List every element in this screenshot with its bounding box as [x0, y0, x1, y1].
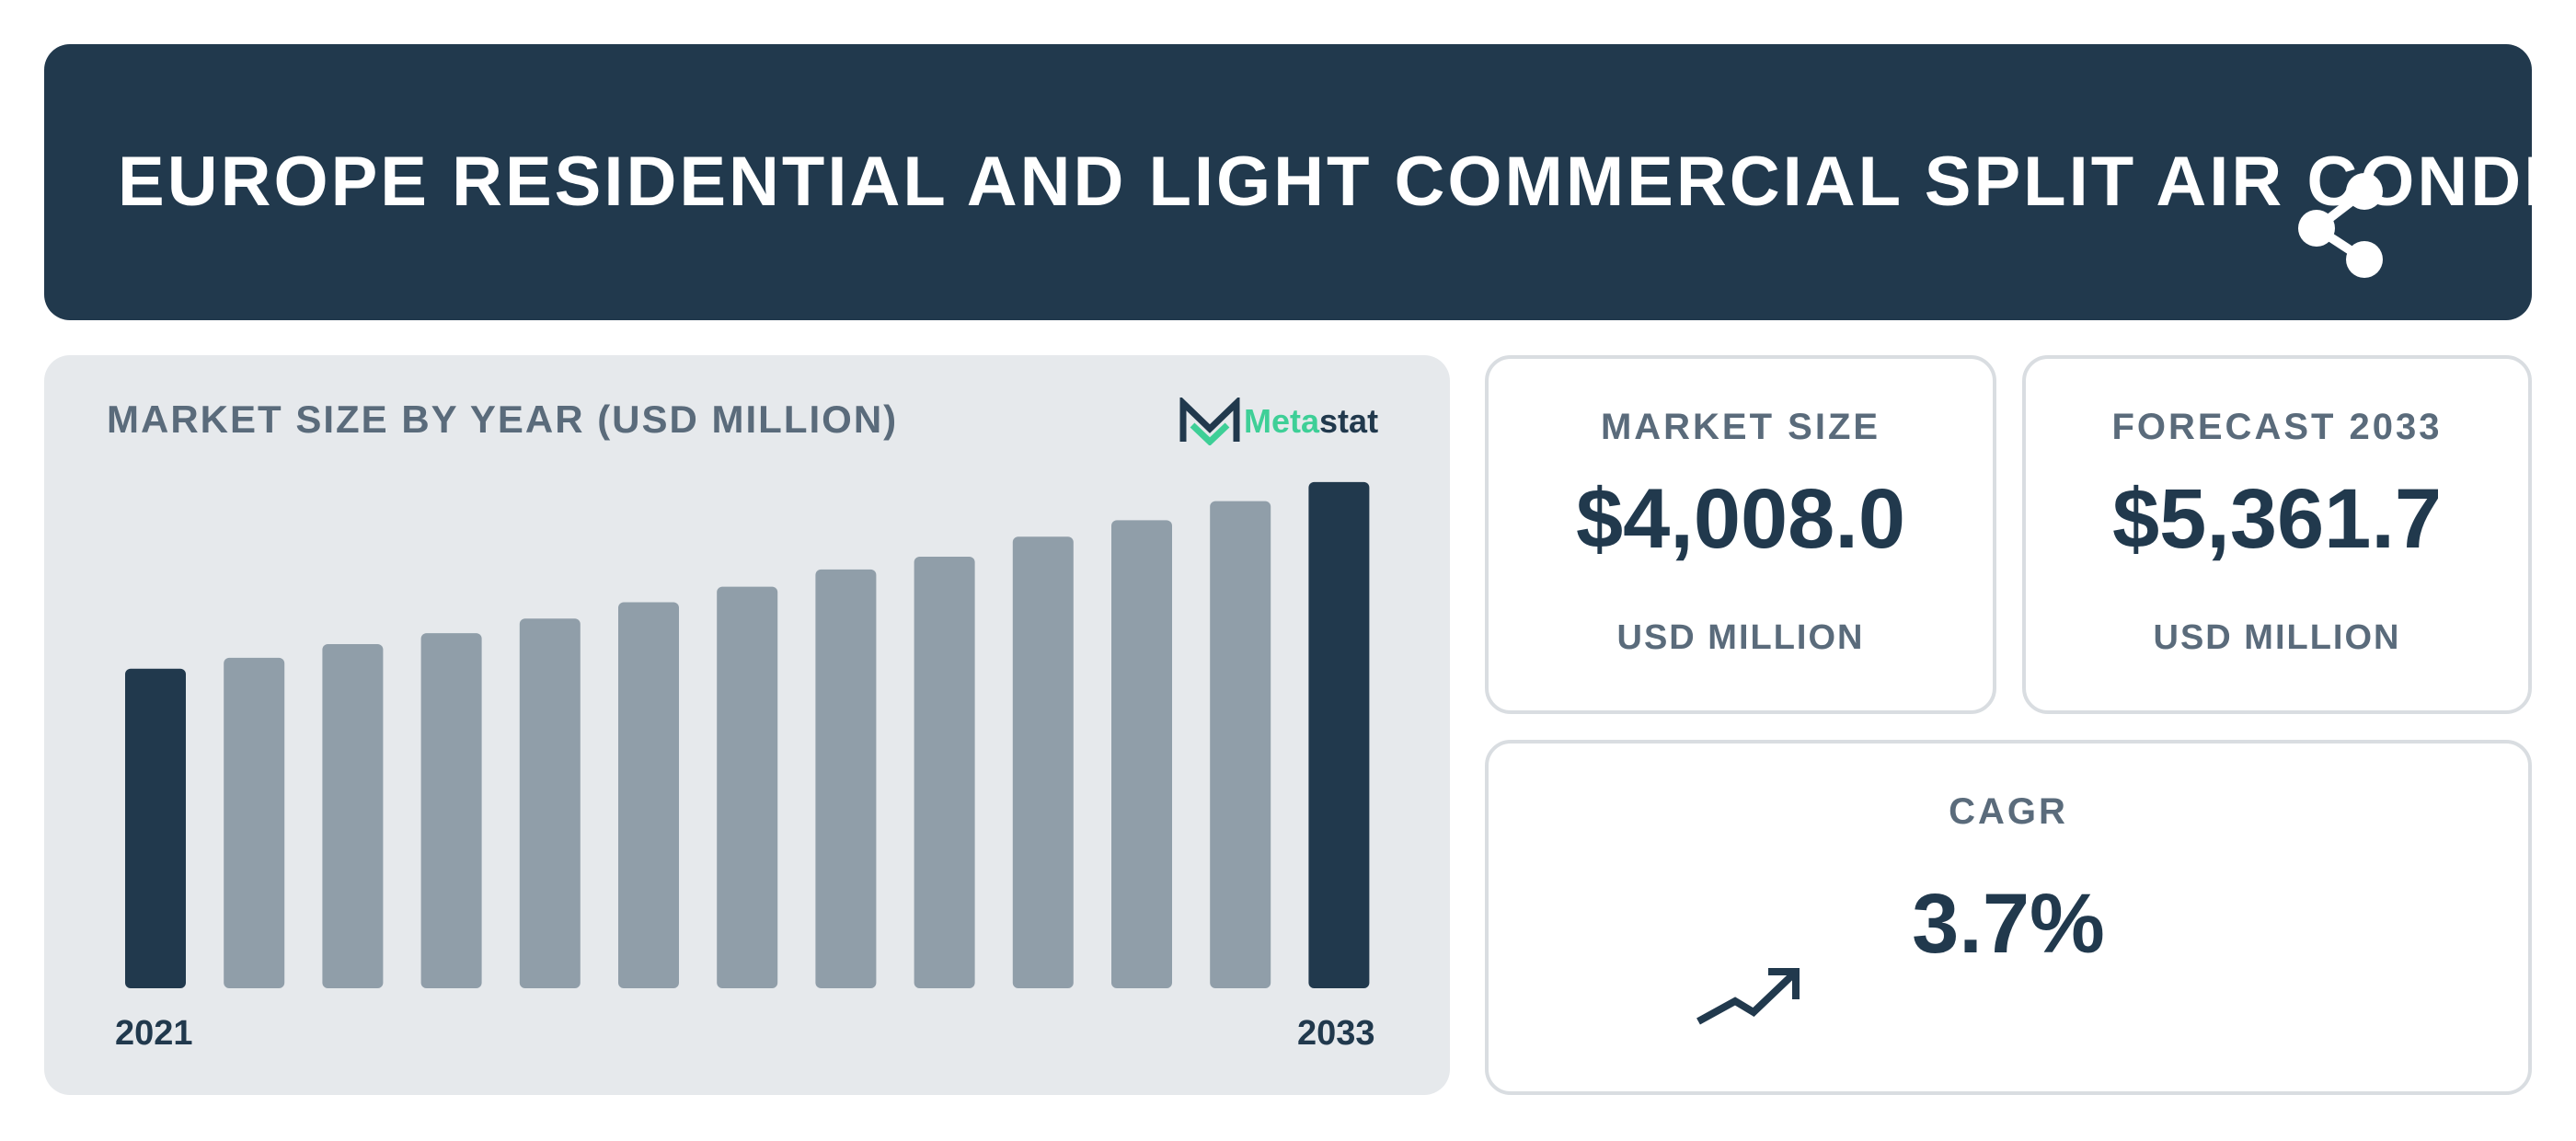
market-size-chart-card: MARKET SIZE BY YEAR (USD MILLION) Metast…: [44, 355, 1450, 1095]
bar-2023: [322, 643, 384, 988]
last-year-label: 2033: [1297, 1014, 1375, 1053]
forecast-label: FORECAST 2033: [2111, 407, 2443, 447]
logo-text: Metastat: [1244, 402, 1378, 441]
forecast-value: $5,361.7: [2111, 472, 2443, 566]
bar-2031: [1111, 520, 1172, 988]
logo-text-stat: stat: [1319, 402, 1379, 440]
logo-text-meta: Meta: [1244, 402, 1320, 440]
bar-2021: [125, 668, 186, 988]
cagr-card: CAGR 3.7%: [1485, 740, 2532, 1095]
bar-2032: [1210, 501, 1271, 988]
bar-2022: [224, 657, 285, 988]
bar-2028: [815, 569, 877, 988]
forecast-card: FORECAST 2033 $5,361.7 USD MILLION: [2022, 355, 2532, 714]
header-banner: EUROPE RESIDENTIAL AND LIGHT COMMERCIAL …: [44, 44, 2532, 320]
trend-up-icon: [1696, 968, 1800, 1025]
cagr-label: CAGR: [1949, 791, 2068, 832]
market-size-card: MARKET SIZE $4,008.0 USD MILLION: [1485, 355, 1996, 714]
share-icon[interactable]: [2294, 164, 2383, 283]
bar-2033: [1308, 481, 1370, 988]
bar-2030: [1012, 536, 1074, 988]
first-year-label: 2021: [115, 1014, 193, 1053]
metastat-logo-icon: [1179, 398, 1240, 445]
page-title: EUROPE RESIDENTIAL AND LIGHT COMMERCIAL …: [118, 143, 2532, 221]
bar-chart: [125, 481, 1370, 988]
bar-2029: [914, 556, 975, 988]
bar-2027: [717, 586, 778, 988]
chart-title: MARKET SIZE BY YEAR (USD MILLION): [107, 398, 899, 441]
metastat-logo: Metastat: [1178, 394, 1378, 449]
bar-2025: [519, 618, 581, 988]
bar-2024: [420, 633, 482, 988]
market-size-label: MARKET SIZE: [1600, 407, 1881, 447]
market-size-value: $4,008.0: [1575, 472, 1906, 566]
cagr-value: 3.7%: [1912, 877, 2105, 971]
bar-2026: [618, 602, 679, 988]
market-size-unit: USD MILLION: [1616, 618, 1865, 657]
forecast-unit: USD MILLION: [2153, 618, 2401, 657]
